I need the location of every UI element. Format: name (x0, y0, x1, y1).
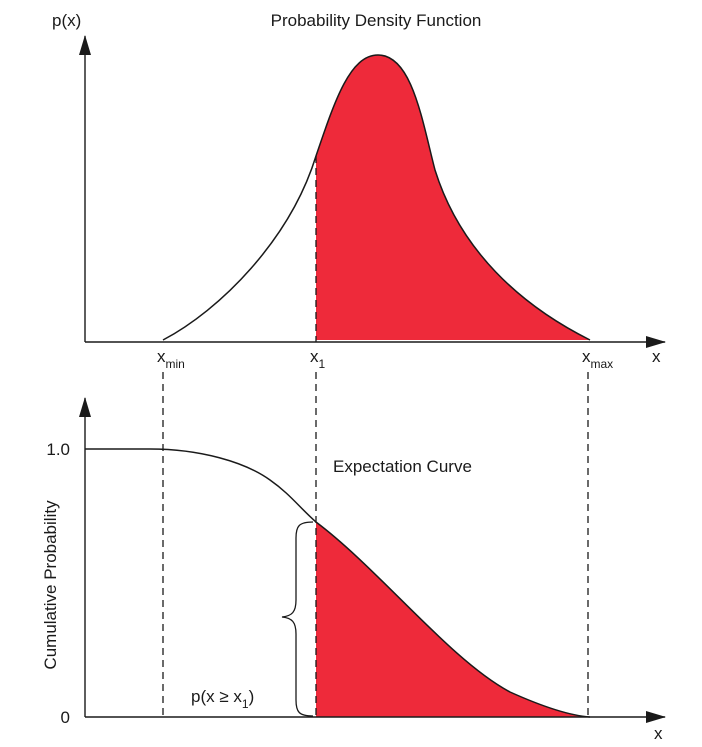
expectation-panel: 1.0 0 x Cumulative Probability Expectati… (41, 397, 666, 743)
expectation-shaded-region (316, 522, 590, 717)
pdf-panel: Probability Density Function p(x) x xmin… (52, 11, 666, 371)
expectation-curve (85, 448, 591, 718)
marker-xmin: xmin (157, 347, 185, 371)
y-tick-one: 1.0 (46, 440, 70, 459)
expectation-y-axis-label: Cumulative Probability (41, 500, 60, 670)
marker-xmax: xmax (582, 347, 613, 371)
dashed-guides (162, 156, 589, 717)
pdf-x-axis-label: x (652, 347, 661, 366)
expectation-title: Expectation Curve (333, 457, 472, 476)
expectation-x-axis-label: x (654, 724, 663, 743)
y-tick-zero: 0 (61, 708, 70, 727)
pdf-curve (162, 54, 591, 341)
bracket-label: p(x ≥ x1) (191, 687, 254, 711)
pdf-title: Probability Density Function (271, 11, 482, 30)
pdf-y-axis-label: p(x) (52, 11, 81, 30)
marker-x1: x1 (310, 347, 326, 371)
probability-bracket (281, 521, 314, 717)
pdf-shaded-region (316, 55, 590, 340)
